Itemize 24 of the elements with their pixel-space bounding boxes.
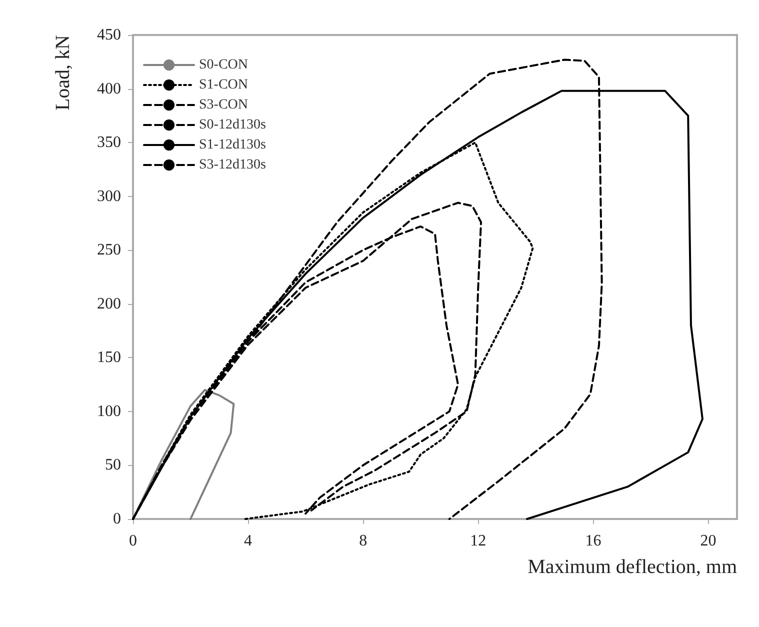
- x-axis-title: Maximum deflection, mm: [528, 556, 738, 578]
- y-tick-label: 200: [97, 295, 121, 312]
- x-tick-label: 16: [585, 532, 602, 550]
- legend-label: S0-12d130s: [199, 118, 266, 132]
- x-tick-label: 20: [700, 532, 716, 550]
- legend-label: S1-CON: [199, 78, 248, 92]
- x-tick-label: 8: [359, 532, 368, 550]
- legend-label: S0-CON: [199, 58, 248, 72]
- y-tick-label: 150: [97, 349, 121, 366]
- legend-label: S1-12d130s: [199, 138, 266, 152]
- y-tick-label: 0: [113, 510, 121, 528]
- legend-label: S3-12d130s: [199, 158, 266, 172]
- y-tick-label: 350: [97, 134, 121, 152]
- y-tick-label: 50: [105, 456, 121, 474]
- y-tick-label: 250: [97, 242, 121, 259]
- x-tick-label: 0: [129, 532, 137, 550]
- x-tick-label: 12: [470, 532, 486, 550]
- legend-label: S3-CON: [199, 98, 248, 112]
- x-tick-label: 4: [244, 532, 252, 550]
- y-tick-label: 450: [97, 26, 121, 44]
- y-tick-label: 300: [97, 188, 121, 205]
- y-tick-label: 400: [97, 80, 121, 98]
- y-tick-label: 100: [97, 402, 121, 420]
- y-axis-title: Load, kN: [52, 35, 74, 111]
